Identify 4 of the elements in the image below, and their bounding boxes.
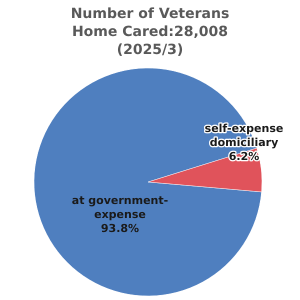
slice-label: at government-expense xyxy=(72,194,168,221)
data-label: 93.8% xyxy=(100,222,140,235)
data-label: 6.2% xyxy=(228,150,260,163)
chart-title: Number of Veterans Home Cared:28,008 (2025/3) xyxy=(70,6,230,58)
